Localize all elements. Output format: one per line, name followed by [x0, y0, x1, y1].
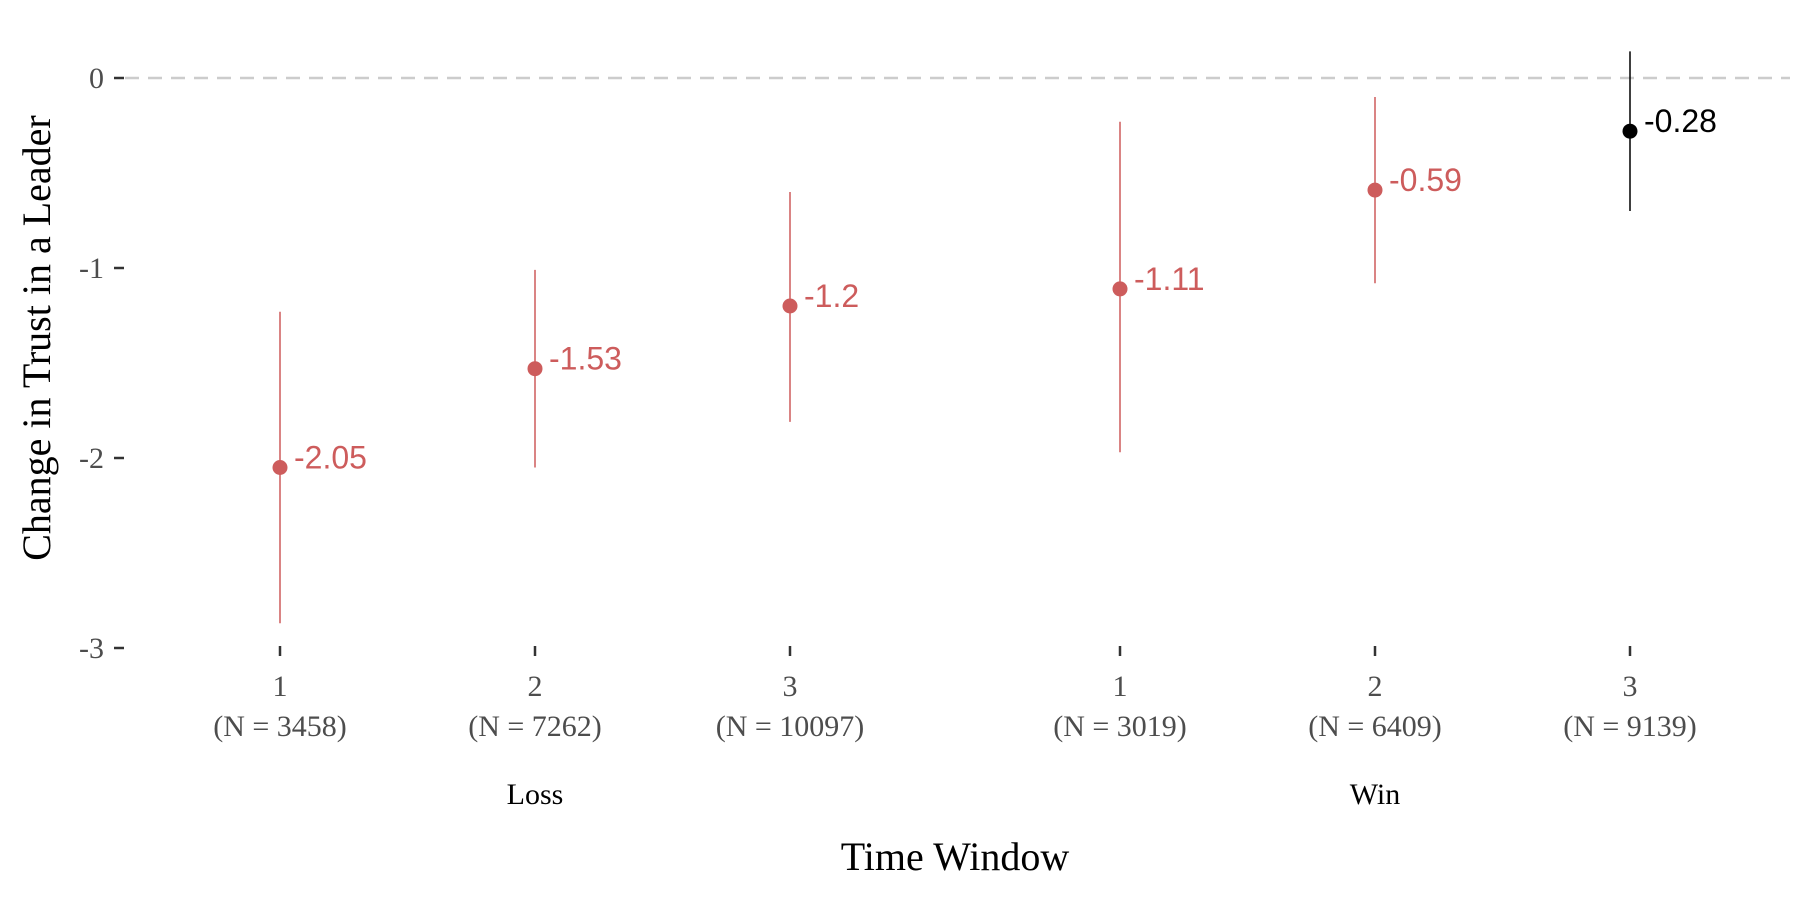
x-tick-sample-size: (N = 3458) [213, 710, 347, 743]
point-estimate [527, 361, 543, 377]
x-tick-label: 3 [1623, 670, 1638, 703]
x-tick-label: 3 [783, 670, 798, 703]
point-estimate [1622, 123, 1638, 139]
y-axis-title: Change in Trust in a Leader [14, 115, 59, 561]
x-tick-sample-size: (N = 10097) [716, 710, 865, 743]
x-tick-label: 1 [1113, 670, 1128, 703]
x-tick-sample-size: (N = 9139) [1563, 710, 1697, 743]
y-axis: 0 -1 -2 -3 [79, 62, 124, 665]
point-estimate [272, 460, 288, 475]
y-tick-label: -3 [79, 632, 104, 665]
data-label: -2.05 [294, 440, 367, 476]
x-tick-label: 2 [528, 670, 543, 703]
data-label: -1.11 [1134, 261, 1205, 297]
x-tick-sample-size: (N = 3019) [1053, 710, 1187, 743]
x-axis-title: Time Window [841, 834, 1070, 879]
x-tick-sample-size: (N = 6409) [1308, 710, 1442, 743]
group-label: Loss [507, 778, 564, 811]
point-estimate [1367, 182, 1383, 198]
point-estimate [1112, 281, 1128, 297]
y-tick-label: -2 [79, 442, 104, 475]
x-tick-label: 1 [273, 670, 288, 703]
x-axis: 1 (N = 3458) 2 (N = 7262) 3 (N = 10097) 1 (N = … [213, 646, 1697, 811]
data-marks: -2.05 -1.53 -1.2 -1.11 -0.59 -0.28 [272, 51, 1717, 624]
data-label: -1.53 [549, 341, 622, 377]
x-tick-sample-size: (N = 7262) [468, 710, 602, 743]
y-tick-label: 0 [89, 62, 104, 95]
data-label: -0.28 [1644, 103, 1717, 139]
y-tick-label: -1 [79, 252, 104, 285]
data-label: -1.2 [804, 278, 859, 314]
group-label: Win [1350, 778, 1400, 811]
point-estimate [782, 298, 798, 314]
data-label: -0.59 [1389, 162, 1462, 198]
x-tick-label: 2 [1368, 670, 1383, 703]
